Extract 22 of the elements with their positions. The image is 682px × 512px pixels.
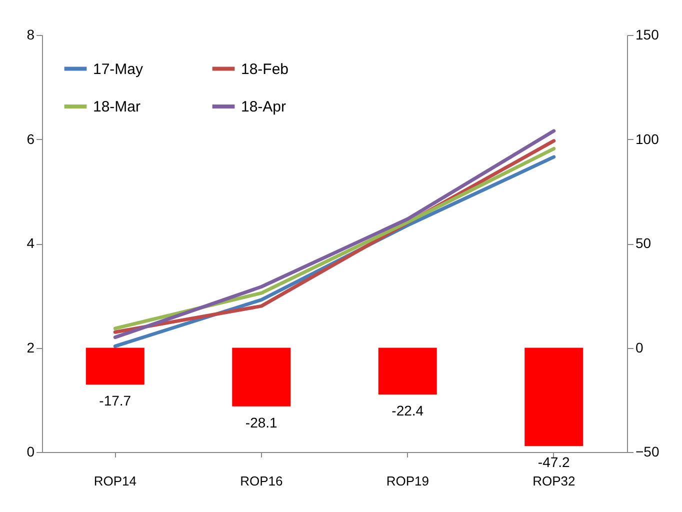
data-label: -28.1 [245,414,278,430]
y2-tick-label: 50 [636,235,652,251]
y2-tick-label: 0 [636,339,644,356]
y-tick-label: 8 [26,26,35,42]
y2-tick-label: −50 [636,444,660,460]
y-tick-label: 0 [26,444,35,460]
x-tick-label: ROP16 [240,474,283,488]
data-label: -47.2 [538,454,570,470]
x-tick-label: ROP14 [94,474,136,488]
y-tick-label: 6 [26,130,35,147]
x-tick-label: ROP32 [532,474,576,488]
legend-label: 18-Feb [241,60,289,78]
y-tick-label: 2 [26,339,35,356]
legend-label: 18-Apr [241,98,286,116]
y-tick-label: 4 [26,235,35,251]
x-tick-label: ROP19 [386,474,429,488]
legend-label: 18-Mar [93,98,141,116]
y2-tick-label: 150 [636,26,660,42]
legend-label: 17-May [93,60,144,78]
data-label: -22.4 [392,402,424,418]
y2-tick-label: 100 [636,130,660,147]
data-label: -17.7 [99,392,132,409]
